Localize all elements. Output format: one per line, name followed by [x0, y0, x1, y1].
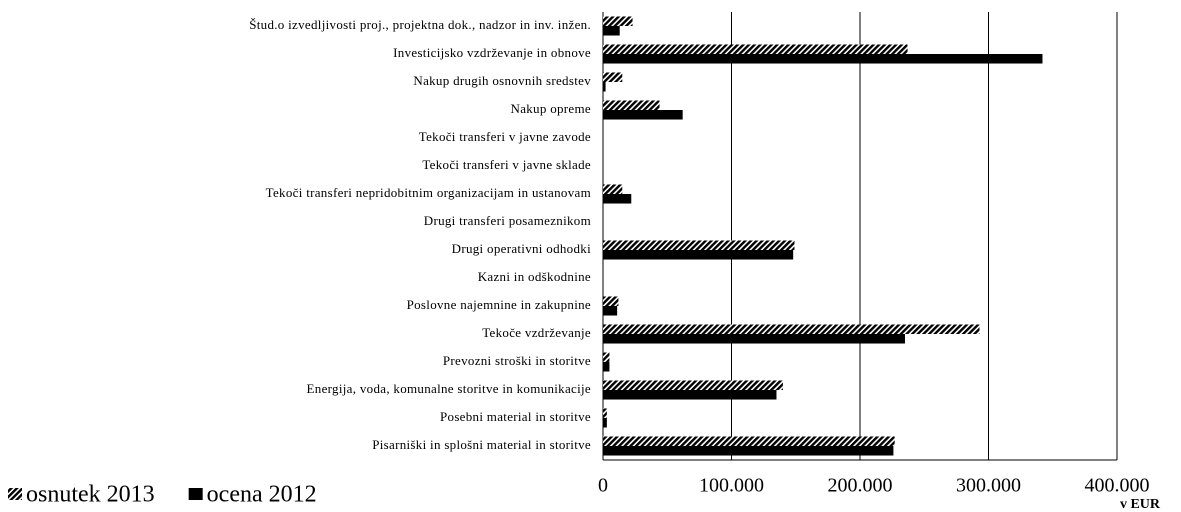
x-axis-label: v EUR [1120, 497, 1161, 512]
y-tick-label: Investicijsko vzdrževanje in obnove [393, 45, 591, 60]
y-tick-label: Nakup drugih osnovnih sredstev [413, 73, 591, 88]
bar [603, 446, 894, 456]
bar [603, 240, 795, 250]
y-tick-label: Posebni material in storitve [440, 409, 591, 424]
y-tick-label: Nakup opreme [511, 101, 592, 116]
bar [603, 380, 783, 390]
bar [603, 184, 623, 194]
x-tick-label: 200.000 [828, 475, 893, 497]
y-tick-label: Tekoče vzdrževanje [482, 325, 591, 340]
bar [603, 306, 618, 316]
y-tick-label: Drugi operativni odhodki [452, 241, 591, 256]
bar [603, 408, 607, 418]
y-tick-label: Kazni in odškodnine [478, 269, 591, 284]
y-tick-label: Drugi transferi posameznikom [424, 213, 591, 228]
bar [603, 352, 610, 362]
bar [603, 26, 620, 36]
y-tick-label: Poslovne najemnine in zakupnine [407, 297, 591, 312]
y-tick-label: Tekoči transferi nepridobitnim organizac… [266, 185, 591, 200]
bar [603, 82, 606, 92]
legend-label: osnutek 2013 [26, 482, 155, 508]
bar [603, 100, 660, 110]
bar [603, 362, 610, 372]
x-tick-label: 0 [598, 475, 608, 497]
legend-swatch [8, 488, 22, 500]
legend-label: ocena 2012 [207, 482, 317, 508]
y-tick-label: Tekoči transferi v javne zavode [419, 129, 591, 144]
bar [603, 194, 632, 204]
y-tick-label: Štud.o izvedljivosti proj., projektna do… [249, 17, 591, 32]
bar [603, 390, 777, 400]
bar [603, 54, 1043, 64]
bar [603, 110, 683, 120]
y-tick-label: Tekoči transferi v javne sklade [422, 157, 591, 172]
bar [603, 44, 908, 54]
bar [603, 72, 623, 82]
x-tick-label: 300.000 [956, 475, 1021, 497]
y-tick-label: Energija, voda, komunalne storitve in ko… [307, 381, 591, 396]
bar [603, 296, 619, 306]
bar [603, 418, 607, 428]
y-tick-label: Prevozni stroški in storitve [443, 353, 591, 368]
bar [603, 16, 633, 26]
legend-swatch [188, 488, 203, 500]
bar [603, 324, 980, 334]
y-tick-label: Pisarniški in splošni material in storit… [372, 437, 591, 452]
bar [603, 250, 794, 260]
bar [603, 436, 895, 446]
x-tick-label: 400.000 [1085, 475, 1150, 497]
bar [603, 334, 905, 344]
x-tick-label: 100.000 [699, 475, 764, 497]
